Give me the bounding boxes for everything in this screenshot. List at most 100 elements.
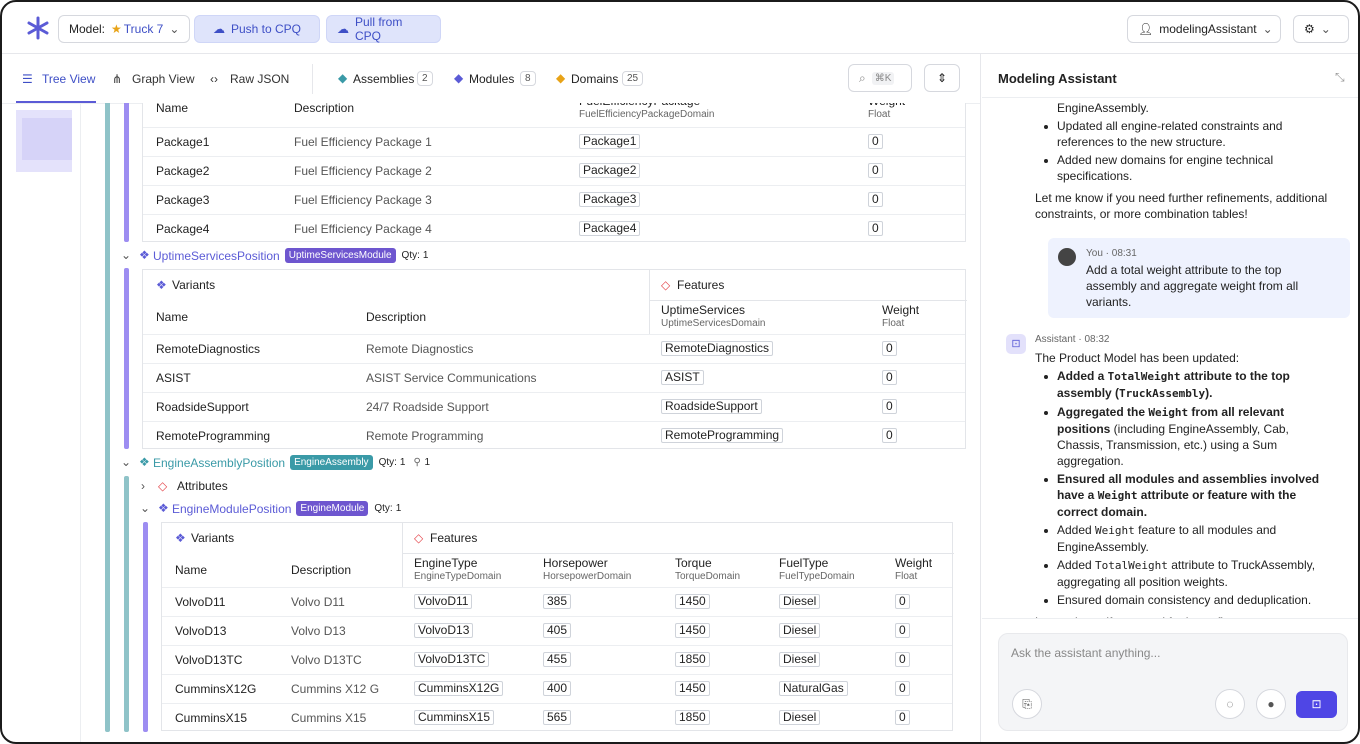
group-border bbox=[649, 300, 967, 301]
collapse-icon[interactable]: ⤡ bbox=[1335, 70, 1345, 84]
cell-description: Remote Diagnostics bbox=[366, 342, 474, 356]
cell-value: 0 bbox=[895, 681, 910, 696]
cell-value: 0 bbox=[895, 652, 910, 667]
entity-tab[interactable]: Modules bbox=[469, 72, 515, 86]
cloud-icon: ☁ bbox=[212, 22, 225, 36]
text-run: attribute to the top assembly ( bbox=[1057, 369, 1290, 400]
attributes-label[interactable]: Attributes bbox=[177, 479, 228, 493]
nest-bar bbox=[124, 268, 129, 449]
node-icon: ❖ bbox=[158, 501, 169, 515]
entity-tab[interactable]: Assemblies bbox=[353, 72, 415, 86]
star-icon: ★ bbox=[111, 22, 122, 36]
row-border bbox=[162, 616, 952, 617]
push-button[interactable]: ☁ Push to CPQ bbox=[194, 15, 320, 43]
send-button[interactable]: ⊡ bbox=[1296, 691, 1337, 718]
column-name: FuelEfficiencyPackage bbox=[579, 94, 701, 108]
search-button[interactable]: ⌕ ⌘K bbox=[848, 64, 912, 92]
cell-value: VolvoD11 bbox=[414, 594, 473, 609]
inline-code: TotalWeight bbox=[1107, 370, 1181, 383]
cell-value: VolvoD13TC bbox=[414, 652, 490, 667]
qty-value: 1 bbox=[395, 503, 402, 514]
view-tab[interactable]: Tree View bbox=[42, 72, 96, 86]
expand-button[interactable]: ⇕ bbox=[924, 64, 960, 92]
pull-button[interactable]: ☁ Pull from CPQ bbox=[326, 15, 441, 43]
column-domain: Float bbox=[882, 318, 905, 329]
expand-chevron[interactable]: ⌄ bbox=[140, 501, 151, 515]
instance-icon: ⚲ bbox=[413, 457, 421, 468]
node-icon: ❖ bbox=[139, 248, 150, 262]
entity-icon: ◆ bbox=[338, 71, 348, 85]
user-message: You · 08:31 Add a total weight attribute … bbox=[1048, 238, 1350, 318]
text-run: Updated all engine-related constraints a… bbox=[1057, 119, 1283, 149]
qty-label: Qty: bbox=[374, 503, 393, 514]
cell-value: 385 bbox=[543, 594, 572, 609]
node-name[interactable]: EngineModulePosition bbox=[172, 502, 292, 516]
column-domain: Float bbox=[895, 571, 918, 582]
column-name: Torque bbox=[675, 556, 712, 570]
cloud-icon: ☁ bbox=[337, 22, 349, 36]
user-avatar bbox=[1058, 248, 1076, 266]
qty-value: 1 bbox=[422, 250, 429, 261]
nest-bar bbox=[124, 476, 129, 732]
gear-icon: ⚙ bbox=[1304, 22, 1315, 36]
cell-name: VolvoD13 bbox=[175, 624, 227, 638]
cell-value: Diesel bbox=[779, 710, 821, 725]
attributes-icon: ◇ bbox=[158, 479, 168, 493]
text-run: Ensured all modules and assemblies invol… bbox=[1057, 472, 1320, 502]
user-menu[interactable]: 👤︎ modelingAssistant ⌄ bbox=[1127, 15, 1281, 43]
text-run: (including EngineAssembly, Cab, Chassis,… bbox=[1057, 422, 1289, 468]
expand-chevron[interactable]: ⌄ bbox=[121, 455, 132, 469]
search-shortcut: ⌘K bbox=[871, 71, 895, 85]
assistant-avatar: ⊡ bbox=[1006, 334, 1026, 354]
node-name[interactable]: EngineAssemblyPosition bbox=[153, 456, 286, 470]
row-border bbox=[162, 645, 952, 646]
expand-chevron[interactable]: ⌄ bbox=[121, 248, 132, 262]
cell-value: RemoteDiagnostics bbox=[661, 341, 774, 356]
column-name: EngineType bbox=[414, 556, 478, 570]
chevron: ⌄ bbox=[1262, 22, 1273, 36]
input-placeholder: Ask the assistant anything... bbox=[1011, 646, 1161, 660]
mic-button[interactable]: ● bbox=[1256, 689, 1286, 719]
text-run: feature to all modules and EngineAssembl… bbox=[1057, 523, 1277, 554]
model-select[interactable]: Model: ★ Truck 7 ⌄ bbox=[58, 15, 191, 43]
entity-icon: ◆ bbox=[556, 71, 566, 85]
cell-description: Fuel Efficiency Package 4 bbox=[294, 222, 432, 236]
chat-log: EngineAssembly. Updated all engine-relate… bbox=[982, 98, 1358, 618]
text-run: ). bbox=[1205, 386, 1213, 400]
column-domain: HorsepowerDomain bbox=[543, 571, 632, 582]
settings-button[interactable]: ⚙ ⌄ bbox=[1293, 15, 1349, 43]
view-tab[interactable]: Raw JSON bbox=[230, 72, 290, 86]
cell-value: 1450 bbox=[675, 594, 710, 609]
cell-value: 0 bbox=[868, 163, 883, 178]
entity-tab[interactable]: Domains bbox=[571, 72, 619, 86]
nest-bar bbox=[124, 103, 129, 242]
column-name: Description bbox=[366, 310, 427, 324]
cell-value: 0 bbox=[882, 370, 897, 385]
text-run: Added bbox=[1057, 523, 1096, 537]
attach-button[interactable]: ⎘ bbox=[1012, 689, 1042, 719]
expand-chevron[interactable]: › bbox=[141, 479, 145, 493]
idea-button[interactable]: ◌ bbox=[1215, 689, 1245, 719]
tab-icon: ‹› bbox=[210, 72, 218, 86]
bullet-item: Added a TotalWeight attribute to the top… bbox=[1035, 368, 1330, 402]
view-tab[interactable]: Graph View bbox=[132, 72, 195, 86]
column-name: FuelType bbox=[779, 556, 829, 570]
cell-value: 0 bbox=[868, 134, 883, 149]
cell-name: Package2 bbox=[156, 164, 210, 178]
chat-input[interactable]: Ask the assistant anything... ⎘ ◌ ● ⊡ bbox=[998, 633, 1348, 731]
inline-code: Weight bbox=[1095, 524, 1135, 537]
cell-value: 565 bbox=[543, 710, 572, 725]
cell-description: Remote Programming bbox=[366, 429, 484, 443]
message-meta: You · 08:31 bbox=[1086, 248, 1137, 259]
row-border bbox=[143, 127, 965, 128]
row-border bbox=[143, 421, 965, 422]
node-name[interactable]: UptimeServicesPosition bbox=[153, 249, 280, 263]
chat-flow: EngineAssembly. Updated all engine-relate… bbox=[982, 100, 1358, 618]
logo bbox=[27, 16, 49, 40]
cell-value: 1450 bbox=[675, 681, 710, 696]
node-badge: EngineAssembly bbox=[290, 455, 373, 470]
cell-description: ASIST Service Communications bbox=[366, 371, 537, 385]
column-name: Weight bbox=[882, 303, 920, 317]
minimap bbox=[16, 110, 72, 172]
cell-name: Package4 bbox=[156, 222, 210, 236]
